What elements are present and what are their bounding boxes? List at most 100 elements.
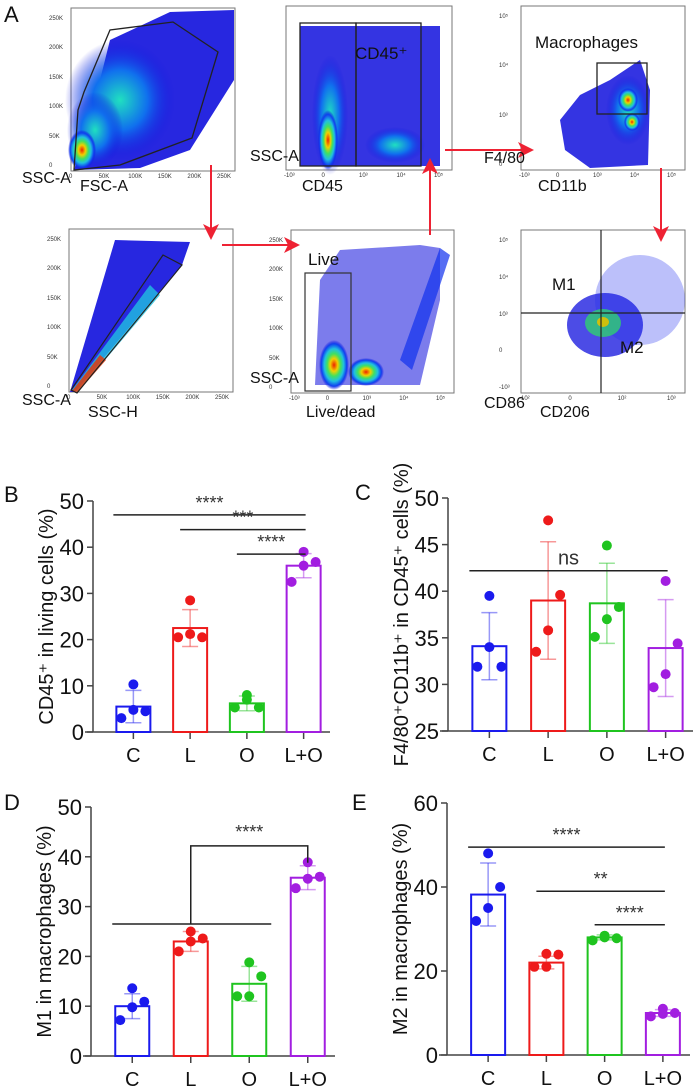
data-point	[290, 883, 301, 894]
flow-x-tick-label: 0	[568, 396, 572, 402]
data-point	[601, 614, 612, 625]
flow-y-tick-label: 0	[49, 163, 53, 169]
data-point	[115, 1015, 126, 1026]
axis-corner	[38, 375, 82, 417]
y-axis-label: M1 in macrophages (%)	[34, 825, 56, 1037]
flow-xlabel-fsc-ssc: FSC-A	[80, 178, 128, 195]
flow-x-tick-label: 10⁴	[630, 173, 640, 179]
significance-label: ns	[558, 548, 579, 570]
flow-y-tick-label: 250K	[47, 237, 62, 243]
flow-plot-singlets	[68, 228, 234, 394]
y-tick-label: 50	[60, 489, 84, 514]
flow-x-tick-label: 200K	[187, 174, 202, 180]
axis-corner	[260, 150, 300, 192]
flow-x-tick-label: 250K	[217, 174, 232, 180]
y-tick-label: 30	[60, 581, 84, 606]
flow-x-tick-label: 0	[321, 173, 325, 179]
data-point	[483, 903, 494, 913]
bar-l	[530, 599, 567, 732]
data-point	[232, 991, 243, 1002]
data-point	[310, 556, 321, 567]
data-point	[185, 926, 196, 937]
bar-l-plus-o	[289, 876, 326, 1057]
flow-y-tick-label: 10⁵	[499, 238, 509, 244]
data-point	[185, 936, 196, 947]
flow-y-tick-label: -10³	[499, 385, 510, 391]
y-tick-label: 40	[58, 845, 82, 870]
panel-letter-d: D	[4, 790, 20, 815]
flow-y-tick-label: 10³	[499, 311, 508, 318]
data-point	[483, 848, 494, 859]
significance-label: ****	[552, 825, 580, 845]
y-tick-label: 40	[60, 535, 84, 560]
y-tick-label: 40	[415, 579, 439, 604]
x-tick-label: C	[126, 745, 140, 767]
gate-label-m1: M1	[552, 275, 576, 294]
data-point	[314, 871, 325, 882]
data-point	[660, 669, 671, 680]
data-point	[128, 704, 139, 715]
y-tick-label: 0	[70, 1044, 82, 1069]
x-tick-label: L+O	[289, 1069, 327, 1091]
flow-x-tick-label: 100K	[128, 174, 143, 180]
flow-y-tick-label: 10³	[499, 112, 508, 119]
flow-ylabel-macrophages: F4/80	[484, 150, 525, 167]
y-tick-label: 45	[415, 533, 439, 558]
significance-label: ****	[195, 493, 223, 513]
flow-y-tick-label: 10⁴	[499, 274, 509, 281]
flow-x-tick-label: 50K	[98, 174, 110, 180]
y-tick-label: 30	[58, 895, 82, 920]
data-point	[657, 1003, 668, 1014]
x-tick-label: L+O	[646, 744, 684, 766]
x-tick-label: C	[125, 1069, 139, 1091]
data-point	[611, 933, 622, 944]
axis-corner	[38, 150, 76, 192]
gate-label-live: Live	[308, 250, 340, 269]
flow-plot-live	[290, 229, 455, 394]
x-tick-label: O	[599, 744, 615, 766]
bar-l	[528, 961, 565, 1057]
gating-arrows	[203, 142, 669, 253]
y-tick-label: 20	[58, 944, 82, 969]
data-point	[587, 935, 598, 946]
y-axis-label: M2 in macrophages (%)	[390, 823, 412, 1035]
axis-corner	[495, 375, 539, 417]
flow-x-tick-label: -10³	[519, 173, 530, 179]
data-point	[495, 882, 506, 892]
data-point	[541, 961, 552, 972]
flow-x-tick-label: -10³	[284, 173, 295, 179]
y-tick-label: 50	[415, 486, 439, 511]
flow-plot-fsc-ssc	[65, 7, 236, 172]
data-point	[555, 589, 566, 600]
flow-y-tick-label: 200K	[47, 266, 62, 273]
flow-x-tick-label: 10⁴	[396, 173, 406, 179]
bar-l	[172, 627, 209, 733]
y-tick-label: 35	[415, 626, 439, 651]
data-point	[543, 625, 554, 636]
flow-x-tick-label: 10³	[667, 396, 676, 402]
data-point	[127, 983, 138, 994]
y-tick-label: 25	[415, 719, 439, 744]
y-tick-label: 20	[414, 959, 438, 984]
flow-y-tick-label: 150K	[269, 296, 284, 303]
y-tick-label: 50	[58, 795, 82, 820]
data-point	[613, 602, 624, 613]
x-tick-label: C	[482, 744, 496, 766]
y-tick-label: 60	[414, 791, 438, 816]
flow-x-tick-label: 200K	[185, 395, 200, 401]
data-point	[599, 930, 610, 941]
panel-letter-a: A	[4, 2, 19, 27]
x-tick-label: L+O	[284, 745, 322, 767]
data-point	[173, 946, 184, 957]
data-point	[298, 546, 309, 557]
significance-label: ****	[235, 822, 263, 842]
flow-ylabel-singlets: SSC-A	[22, 392, 71, 409]
flow-x-tick-label: 100K	[126, 395, 141, 401]
data-point	[185, 629, 196, 640]
flow-y-tick-label: 0	[269, 385, 273, 391]
data-point	[197, 632, 208, 643]
